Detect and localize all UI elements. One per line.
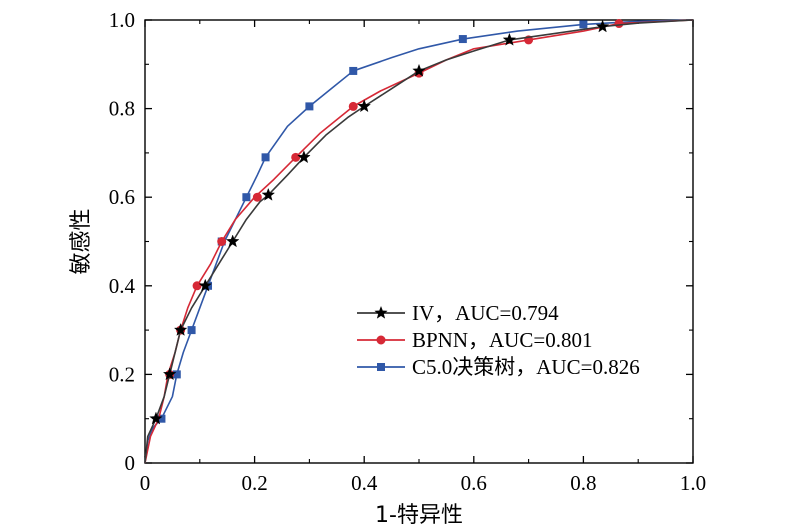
- series-marker: [305, 102, 314, 111]
- series-marker: [579, 20, 588, 29]
- legend-entry-1: BPNN，AUC=0.801: [357, 328, 592, 352]
- series-line: [144, 19, 694, 464]
- series-marker: [261, 153, 270, 162]
- series-marker: [357, 99, 371, 113]
- legend-entry-2: C5.0决策树，AUC=0.826: [357, 355, 640, 379]
- series-marker: [162, 367, 177, 381]
- series-marker: [502, 32, 517, 46]
- x-tick-label: 0.8: [570, 471, 596, 495]
- series-marker: [261, 187, 276, 201]
- series-marker: [149, 411, 163, 425]
- series-marker: [595, 19, 610, 33]
- legend-label: C5.0决策树，AUC=0.826: [412, 355, 640, 379]
- series-marker: [291, 152, 301, 162]
- series-marker: [348, 101, 358, 111]
- series-marker: [192, 281, 202, 291]
- legend-marker: [374, 305, 388, 319]
- y-tick-label: 1.0: [109, 8, 135, 32]
- legend-label: IV，AUC=0.794: [412, 301, 559, 325]
- legend-marker: [376, 335, 386, 345]
- x-tick-label: 0.6: [461, 471, 487, 495]
- series-marker: [225, 234, 240, 248]
- series-line: [144, 19, 694, 464]
- series-marker: [172, 370, 181, 379]
- legend-marker: [377, 363, 385, 371]
- series-2: [144, 19, 694, 464]
- y-tick-label: 0.6: [109, 185, 135, 209]
- series-marker: [198, 278, 213, 292]
- series-1: [144, 19, 694, 464]
- series-marker: [217, 237, 227, 246]
- x-tick-label: 1.0: [680, 471, 706, 495]
- axes: 0 0.2 0.4 0.6 0.8 1.0 0 0.2 0.4 0.6 0.8 1.0 1-特异性 敏感性: [69, 8, 706, 528]
- y-tick-label: 0.8: [109, 97, 135, 121]
- series-marker: [187, 326, 196, 335]
- series-marker: [458, 35, 467, 44]
- series-marker: [297, 150, 311, 164]
- x-axis-title: 1-特异性: [375, 503, 463, 528]
- series-line: [144, 19, 694, 464]
- x-tick-label: 0.2: [241, 471, 267, 495]
- y-axis-title: 敏感性: [69, 208, 94, 274]
- series-marker: [173, 323, 188, 336]
- series-marker: [252, 192, 262, 202]
- series-layer: [144, 19, 694, 464]
- y-tick-label: 0.4: [109, 274, 136, 298]
- legend-label: BPNN，AUC=0.801: [412, 328, 592, 352]
- legend-entry-0: IV，AUC=0.794: [357, 301, 559, 325]
- plot-frame: [144, 19, 694, 464]
- y-tick-label: 0.2: [109, 362, 135, 386]
- series-marker: [412, 63, 426, 77]
- series-marker: [349, 66, 358, 75]
- y-tick-label: 0: [125, 451, 136, 475]
- series-marker: [242, 193, 251, 202]
- legend: IV，AUC=0.794 BPNN，AUC=0.801 C5.0决策树，AUC=0.…: [357, 301, 640, 379]
- series-0: [144, 19, 694, 464]
- series-marker: [614, 19, 624, 29]
- x-tick-label: 0.4: [351, 471, 378, 495]
- x-tick-label: 0: [140, 471, 151, 495]
